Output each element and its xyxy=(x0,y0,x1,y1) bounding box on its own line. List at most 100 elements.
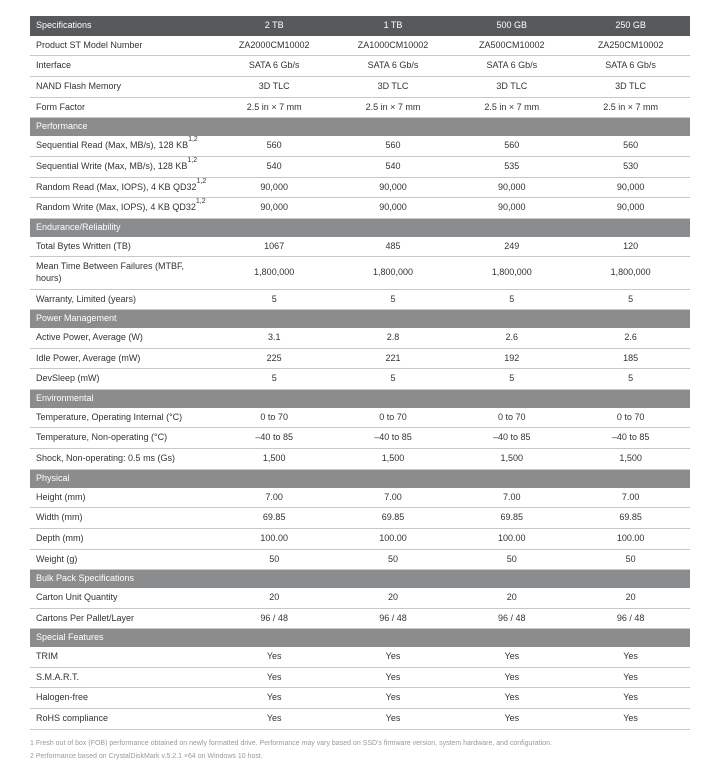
row-value: SATA 6 Gb/s xyxy=(571,56,690,77)
row-value: –40 to 85 xyxy=(215,428,334,449)
row-value: Yes xyxy=(571,688,690,709)
row-label: Active Power, Average (W) xyxy=(30,328,215,348)
row-value: 1,500 xyxy=(334,449,453,470)
row-value: 192 xyxy=(452,348,571,369)
row-label: Warranty, Limited (years) xyxy=(30,289,215,310)
row-value: 5 xyxy=(334,369,453,390)
row-value: 1067 xyxy=(215,237,334,257)
section-title: Special Features xyxy=(30,629,690,647)
row-label: Interface xyxy=(30,56,215,77)
row-value: 5 xyxy=(334,289,453,310)
row-value: 69.85 xyxy=(452,508,571,529)
row-value: 540 xyxy=(334,156,453,177)
row-value: 1,500 xyxy=(452,449,571,470)
row-value: 0 to 70 xyxy=(334,408,453,428)
row-label: Shock, Non-operating: 0.5 ms (Gs) xyxy=(30,449,215,470)
row-value: Yes xyxy=(571,667,690,688)
row-value: 100.00 xyxy=(452,528,571,549)
row-value: ZA250CM10002 xyxy=(571,36,690,56)
row-label: Temperature, Non-operating (°C) xyxy=(30,428,215,449)
row-value: ZA2000CM10002 xyxy=(215,36,334,56)
row-label: Mean Time Between Failures (MTBF, hours) xyxy=(30,257,215,289)
row-value: 2.6 xyxy=(571,328,690,348)
column-header: 250 GB xyxy=(571,16,690,36)
row-value: 3.1 xyxy=(215,328,334,348)
section-title: Power Management xyxy=(30,310,690,328)
row-value: Yes xyxy=(571,709,690,730)
row-value: Yes xyxy=(452,709,571,730)
row-value: 100.00 xyxy=(334,528,453,549)
row-value: 3D TLC xyxy=(571,77,690,98)
row-value: 90,000 xyxy=(334,198,453,219)
row-label: RoHS compliance xyxy=(30,709,215,730)
row-value: 20 xyxy=(215,588,334,608)
section-title: Bulk Pack Specifications xyxy=(30,570,690,588)
row-value: 7.00 xyxy=(571,488,690,508)
spec-table: Specifications2 TB1 TB500 GB250 GBProduc… xyxy=(30,16,690,730)
row-value: SATA 6 Gb/s xyxy=(452,56,571,77)
row-label: Weight (g) xyxy=(30,549,215,570)
row-value: 50 xyxy=(571,549,690,570)
row-label: Total Bytes Written (TB) xyxy=(30,237,215,257)
row-value: 225 xyxy=(215,348,334,369)
row-value: 485 xyxy=(334,237,453,257)
row-label: Temperature, Operating Internal (°C) xyxy=(30,408,215,428)
row-value: ZA1000CM10002 xyxy=(334,36,453,56)
row-value: 5 xyxy=(452,369,571,390)
row-value: –40 to 85 xyxy=(334,428,453,449)
column-header: 2 TB xyxy=(215,16,334,36)
row-value: Yes xyxy=(334,688,453,709)
row-value: 5 xyxy=(571,369,690,390)
row-label: Random Write (Max, IOPS), 4 KB QD321,2 xyxy=(30,198,215,219)
row-value: –40 to 85 xyxy=(571,428,690,449)
row-value: 96 / 48 xyxy=(452,608,571,629)
row-value: 2.5 in × 7 mm xyxy=(571,97,690,118)
row-value: Yes xyxy=(571,647,690,667)
row-value: 3D TLC xyxy=(334,77,453,98)
row-label: Product ST Model Number xyxy=(30,36,215,56)
row-value: 2.5 in × 7 mm xyxy=(215,97,334,118)
row-value: 0 to 70 xyxy=(452,408,571,428)
row-label: Cartons Per Pallet/Layer xyxy=(30,608,215,629)
row-value: Yes xyxy=(215,667,334,688)
row-value: 1,500 xyxy=(571,449,690,470)
row-label: Halogen-free xyxy=(30,688,215,709)
row-value: 20 xyxy=(571,588,690,608)
row-value: 1,500 xyxy=(215,449,334,470)
row-value: 530 xyxy=(571,156,690,177)
row-value: Yes xyxy=(452,667,571,688)
row-label: Height (mm) xyxy=(30,488,215,508)
row-value: 90,000 xyxy=(452,198,571,219)
row-label: Form Factor xyxy=(30,97,215,118)
section-title: Physical xyxy=(30,469,690,487)
row-value: 5 xyxy=(452,289,571,310)
row-value: 535 xyxy=(452,156,571,177)
row-label: Random Read (Max, IOPS), 4 KB QD321,2 xyxy=(30,177,215,198)
row-label: Width (mm) xyxy=(30,508,215,529)
row-label: Depth (mm) xyxy=(30,528,215,549)
row-value: 90,000 xyxy=(215,198,334,219)
row-value: 96 / 48 xyxy=(334,608,453,629)
row-value: Yes xyxy=(452,647,571,667)
row-value: 1,800,000 xyxy=(452,257,571,289)
row-value: 100.00 xyxy=(215,528,334,549)
row-value: 7.00 xyxy=(334,488,453,508)
row-value: Yes xyxy=(334,647,453,667)
row-value: 0 to 70 xyxy=(571,408,690,428)
row-value: –40 to 85 xyxy=(452,428,571,449)
row-value: SATA 6 Gb/s xyxy=(334,56,453,77)
row-label: Carton Unit Quantity xyxy=(30,588,215,608)
row-value: 185 xyxy=(571,348,690,369)
row-value: 249 xyxy=(452,237,571,257)
row-label: Idle Power, Average (mW) xyxy=(30,348,215,369)
footnote-line: 1 Fresh out of box (FOB) performance obt… xyxy=(30,738,690,749)
row-label: TRIM xyxy=(30,647,215,667)
row-value: Yes xyxy=(334,667,453,688)
row-label: NAND Flash Memory xyxy=(30,77,215,98)
row-value: 5 xyxy=(215,369,334,390)
row-value: 5 xyxy=(215,289,334,310)
row-value: 20 xyxy=(452,588,571,608)
row-label: Sequential Read (Max, MB/s), 128 KB1,2 xyxy=(30,136,215,156)
row-value: 2.5 in × 7 mm xyxy=(452,97,571,118)
row-value: 90,000 xyxy=(571,177,690,198)
